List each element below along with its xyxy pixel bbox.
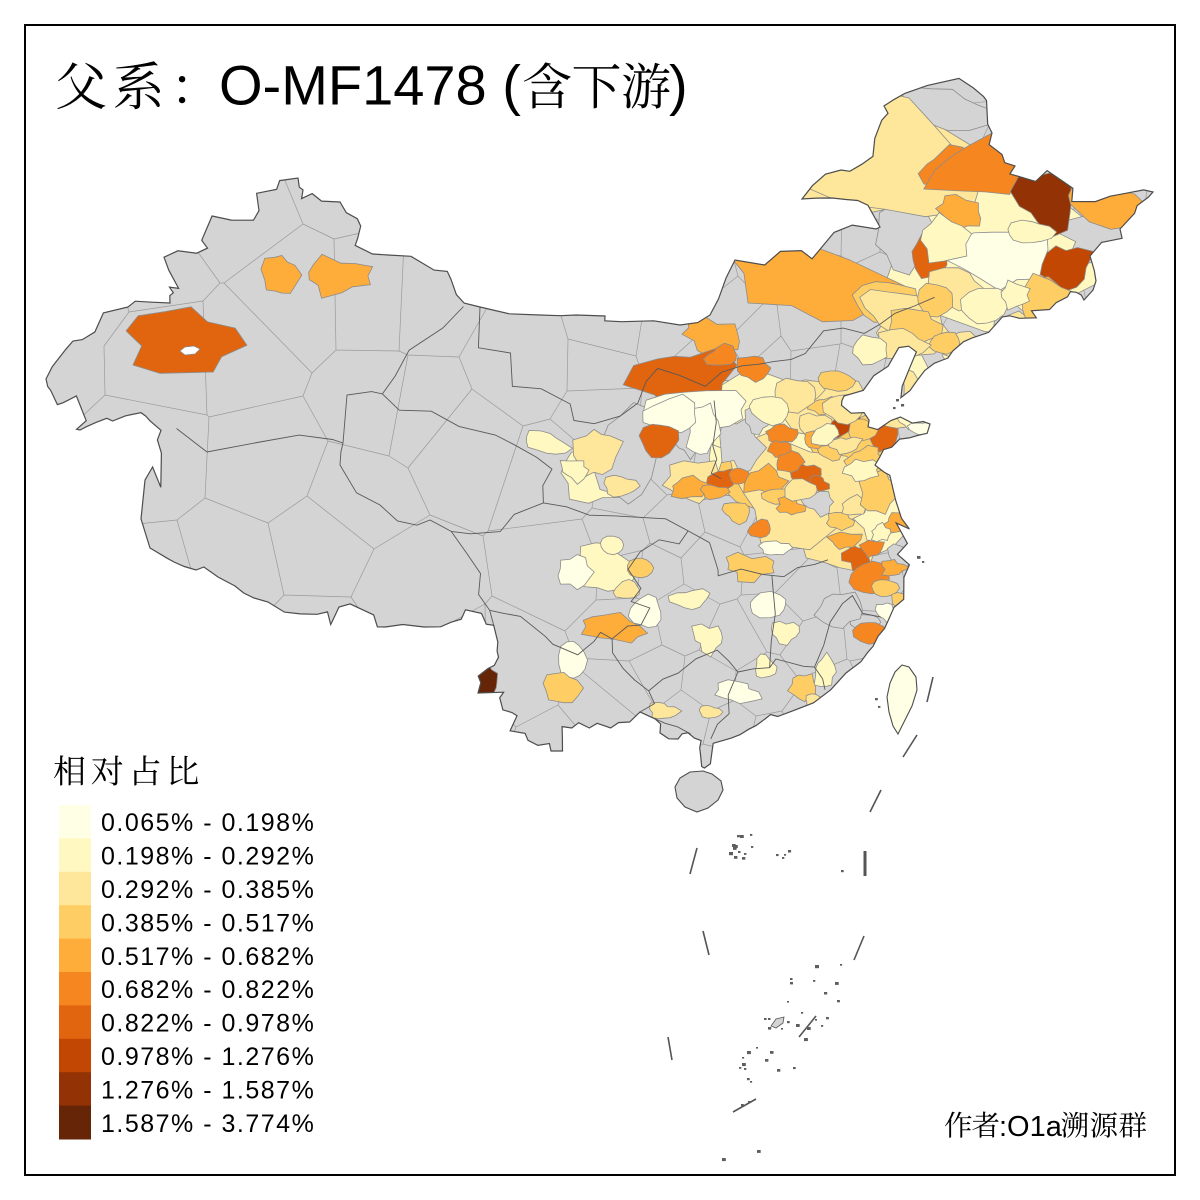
- svg-text:0.682% - 0.822%: 0.682% - 0.822%: [101, 976, 315, 1004]
- svg-text:O-MF1478 (: O-MF1478 (: [219, 54, 521, 117]
- svg-text:0.517% - 0.682%: 0.517% - 0.682%: [101, 943, 315, 971]
- svg-text:0.822% - 0.978%: 0.822% - 0.978%: [101, 1010, 315, 1038]
- svg-text:): ): [669, 54, 688, 117]
- svg-text::O1a: :O1a: [999, 1111, 1063, 1143]
- svg-text:1.587% - 3.774%: 1.587% - 3.774%: [101, 1110, 315, 1138]
- svg-text:1.276% - 1.587%: 1.276% - 1.587%: [101, 1076, 315, 1104]
- svg-text:0.198% - 0.292%: 0.198% - 0.292%: [101, 843, 315, 871]
- svg-text:0.978% - 1.276%: 0.978% - 1.276%: [101, 1043, 315, 1071]
- svg-text:0.065% - 0.198%: 0.065% - 0.198%: [101, 809, 315, 837]
- svg-text:0.385% - 0.517%: 0.385% - 0.517%: [101, 909, 315, 937]
- svg-text:0.292% - 0.385%: 0.292% - 0.385%: [101, 876, 315, 904]
